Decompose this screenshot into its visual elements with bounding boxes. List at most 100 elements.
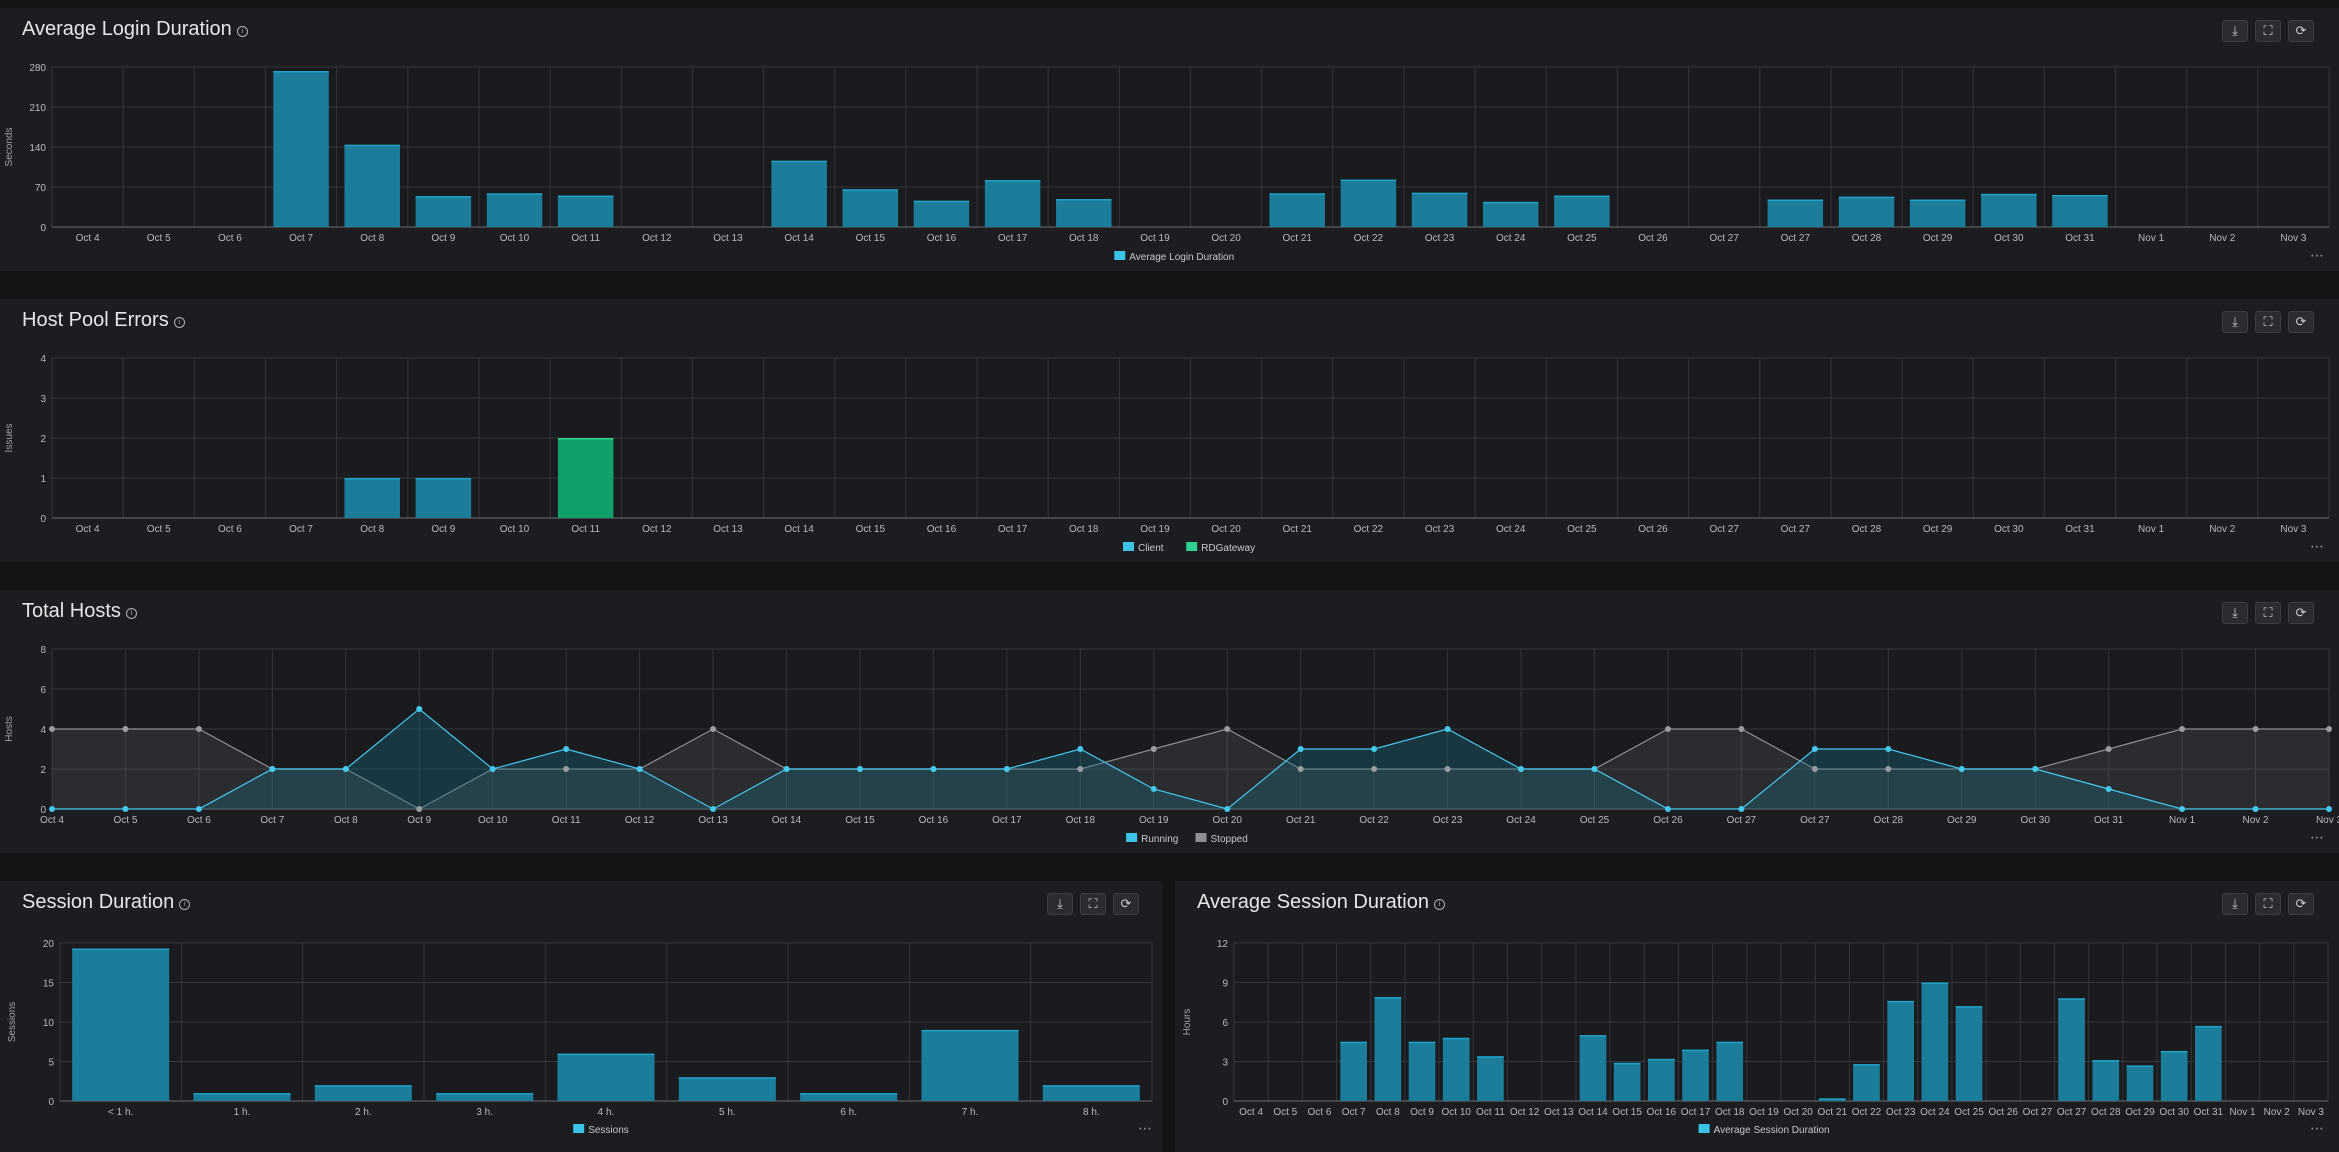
- bar: [1613, 1062, 1641, 1101]
- y-tick-label: 0: [1222, 1097, 1228, 1108]
- x-tick-label: Oct 13: [1544, 1107, 1574, 1118]
- y-axis-label: Hours: [1182, 1009, 1193, 1036]
- bar: [1042, 1085, 1140, 1101]
- x-tick-label: Oct 29: [1923, 524, 1953, 535]
- bar: [486, 193, 543, 227]
- more-icon[interactable]: ⋯: [2310, 248, 2324, 264]
- bar: [2195, 1025, 2222, 1101]
- info-icon[interactable]: i: [173, 317, 185, 328]
- bar-top-edge: [678, 1077, 776, 1079]
- bar-top-edge: [921, 1029, 1019, 1032]
- x-tick-label: Oct 29: [1923, 233, 1953, 244]
- x-tick-label: Oct 26: [1638, 524, 1668, 535]
- x-tick-label: Oct 7: [289, 524, 313, 535]
- more-icon[interactable]: ⋯: [2310, 1121, 2324, 1137]
- bar-top-edge: [1579, 1035, 1607, 1037]
- info-icon[interactable]: i: [125, 608, 137, 619]
- download-button[interactable]: ⤓: [1047, 893, 1073, 915]
- fullscreen-button[interactable]: ⛶: [2255, 602, 2281, 624]
- info-icon[interactable]: i: [236, 26, 248, 37]
- download-button[interactable]: ⤓: [2222, 893, 2248, 915]
- data-point: [1444, 726, 1451, 732]
- data-point: [2179, 726, 2186, 732]
- x-tick-label: Oct 14: [772, 815, 802, 826]
- x-tick-label: Oct 13: [713, 233, 743, 244]
- bar-top-edge: [1648, 1058, 1675, 1061]
- x-tick-label: Oct 18: [1069, 233, 1099, 244]
- y-tick-label: 6: [1222, 1018, 1228, 1029]
- data-point: [1371, 746, 1378, 752]
- x-tick-label: Oct 24: [1496, 524, 1526, 535]
- x-tick-label: Oct 12: [625, 815, 655, 826]
- data-point: [1591, 766, 1598, 772]
- bar: [1887, 1000, 1914, 1101]
- refresh-button[interactable]: ⟳: [2288, 602, 2314, 624]
- download-button[interactable]: ⤓: [2222, 20, 2248, 42]
- bar: [2160, 1050, 2188, 1101]
- fullscreen-button[interactable]: ⛶: [2255, 311, 2281, 333]
- panel-title: Session Duration i: [22, 891, 191, 914]
- fullscreen-button[interactable]: ⛶: [1080, 893, 1106, 915]
- chart-host-pool-errors: 0 1 2 3 4 Issues Oct 4 Oct 5 Oct 6 Oct 7 Oct 8 Oct …: [4, 354, 2330, 554]
- legend-label: RDGateway: [1201, 543, 1255, 554]
- y-tick-label: 15: [43, 979, 55, 990]
- fullscreen-icon: ⛶: [1088, 897, 1098, 912]
- download-button[interactable]: ⤓: [2222, 602, 2248, 624]
- bar-top-edge: [1955, 1006, 1983, 1008]
- x-tick-label: Nov 3: [2280, 524, 2307, 535]
- fullscreen-icon: ⛶: [2263, 24, 2273, 39]
- x-tick-label: Nov 1: [2138, 233, 2165, 244]
- chart-total-hosts: 0 2 4 6 8 Hosts Oct 4 Oct 5 Oct 6 Oct 7 Oct 8 Oct 9…: [4, 645, 2339, 845]
- bar-top-edge: [2052, 195, 2108, 197]
- bar: [1838, 196, 1895, 227]
- x-tick-label: Oct 14: [1578, 1107, 1608, 1118]
- bar-top-edge: [1981, 193, 2037, 196]
- fullscreen-button[interactable]: ⛶: [2255, 893, 2281, 915]
- y-tick-label: 20: [43, 939, 55, 950]
- bar-top-edge: [1340, 179, 1397, 182]
- data-point: [1150, 786, 1157, 792]
- x-tick-label: Oct 23: [1886, 1107, 1916, 1118]
- x-tick-label: Oct 10: [1441, 1107, 1471, 1118]
- x-tick-label: Nov 3: [2298, 1107, 2325, 1118]
- data-point: [195, 806, 202, 812]
- refresh-button[interactable]: ⟳: [2288, 20, 2314, 42]
- bar: [1909, 199, 1966, 227]
- series-line: [52, 728, 2329, 810]
- legend-label: Stopped: [1211, 834, 1248, 845]
- bar-top-edge: [913, 200, 970, 203]
- refresh-button[interactable]: ⟳: [2288, 311, 2314, 333]
- info-icon[interactable]: i: [179, 899, 191, 910]
- info-icon[interactable]: i: [1434, 899, 1445, 910]
- bar: [800, 1093, 898, 1101]
- x-tick-label: Oct 6: [218, 524, 242, 535]
- bar-top-edge: [1682, 1049, 1709, 1052]
- data-point: [2326, 726, 2332, 732]
- x-tick-label: Oct 12: [642, 233, 672, 244]
- more-icon[interactable]: ⋯: [2310, 830, 2324, 846]
- data-point: [1297, 746, 1304, 752]
- data-point: [1297, 766, 1304, 772]
- fullscreen-button[interactable]: ⛶: [2255, 20, 2281, 42]
- x-tick-label: Oct 4: [40, 815, 64, 826]
- refresh-button[interactable]: ⟳: [2288, 893, 2314, 915]
- x-tick-label: Oct 25: [1580, 815, 1610, 826]
- data-point: [269, 766, 276, 772]
- x-tick-label: Oct 29: [1947, 815, 1977, 826]
- refresh-button[interactable]: ⟳: [1113, 893, 1139, 915]
- more-icon[interactable]: ⋯: [2310, 539, 2324, 555]
- data-point: [1003, 766, 1010, 772]
- fullscreen-icon: ⛶: [2263, 897, 2273, 912]
- data-point: [1077, 766, 1084, 772]
- x-tick-label: Oct 23: [1425, 524, 1455, 535]
- x-tick-label: Oct 31: [2094, 815, 2124, 826]
- x-tick-label: Oct 8: [334, 815, 358, 826]
- data-point: [122, 726, 129, 732]
- x-tick-label: Oct 27: [1709, 524, 1739, 535]
- x-tick-label: Oct 15: [845, 815, 875, 826]
- more-icon[interactable]: ⋯: [1138, 1121, 1152, 1137]
- legend-swatch: [1195, 833, 1207, 842]
- bar-top-edge: [1408, 1041, 1436, 1044]
- x-tick-label: Oct 28: [1852, 233, 1882, 244]
- download-button[interactable]: ⤓: [2222, 311, 2248, 333]
